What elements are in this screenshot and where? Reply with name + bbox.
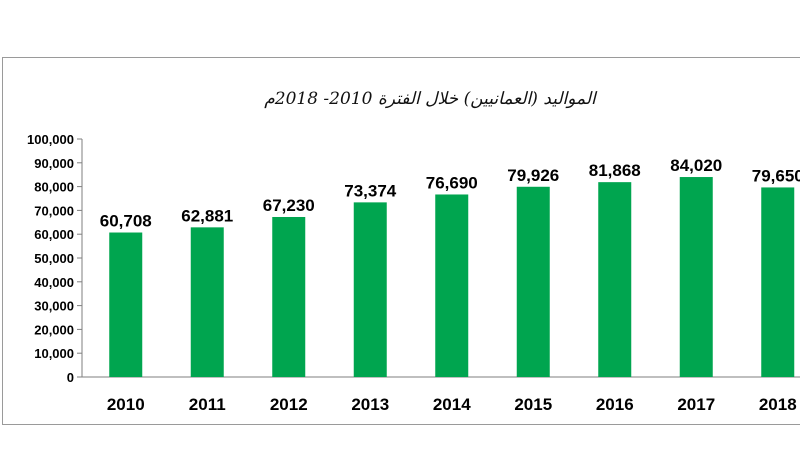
bar — [598, 182, 632, 377]
data-label: 73,374 — [344, 181, 397, 200]
bar — [272, 216, 306, 377]
bar — [109, 232, 143, 377]
data-label: 60,708 — [100, 212, 152, 231]
bar — [190, 227, 224, 377]
x-tick-label: 2011 — [189, 395, 226, 414]
data-label: 67,230 — [263, 196, 315, 215]
x-tick-label: 2010 — [107, 395, 145, 414]
data-label: 79,926 — [507, 166, 559, 185]
data-label: 62,881 — [181, 206, 233, 225]
x-tick-label: 2018 — [759, 395, 797, 414]
y-tick-label: 90,000 — [34, 156, 74, 171]
data-label: 84,020 — [670, 156, 722, 175]
y-tick-label: 50,000 — [34, 251, 74, 266]
y-tick-label: 80,000 — [34, 180, 74, 195]
data-label: 81,868 — [589, 161, 641, 180]
data-label: 79,650 — [752, 166, 800, 185]
bar — [516, 186, 550, 377]
data-label: 76,690 — [426, 173, 478, 192]
bar — [761, 187, 795, 377]
x-tick-label: 2017 — [677, 395, 715, 414]
y-tick-label: 10,000 — [34, 346, 74, 361]
x-tick-label: 2013 — [351, 395, 389, 414]
x-tick-labels: 2010 2011 2012 2013 2014 2015 2016 2017 2018 — [107, 395, 797, 414]
y-tick-label: 60,000 — [34, 227, 74, 242]
x-tick-label: 2012 — [270, 395, 308, 414]
chart-title: المواليد (العمانيين) خلال الفترة 2010- 2… — [264, 89, 596, 109]
y-tick-labels: 0 10,000 20,000 30,000 40,000 50,000 60,000 70,… — [27, 132, 74, 385]
y-tick-label: 0 — [67, 370, 74, 385]
bar — [435, 194, 469, 377]
y-tick-label: 20,000 — [34, 322, 74, 337]
x-tick-label: 2015 — [514, 395, 552, 414]
data-labels: 60,708 62,881 67,230 73,374 76,690 79,926 81,8… — [100, 156, 800, 230]
x-tick-label: 2016 — [596, 395, 634, 414]
x-tick-label: 2014 — [433, 395, 471, 414]
y-tick-label: 40,000 — [34, 275, 74, 290]
y-tick-label: 100,000 — [27, 132, 74, 147]
y-tick-label: 30,000 — [34, 299, 74, 314]
bar — [679, 177, 713, 377]
bar-series — [109, 177, 795, 377]
bar — [353, 202, 387, 377]
y-tick-label: 70,000 — [34, 203, 74, 218]
